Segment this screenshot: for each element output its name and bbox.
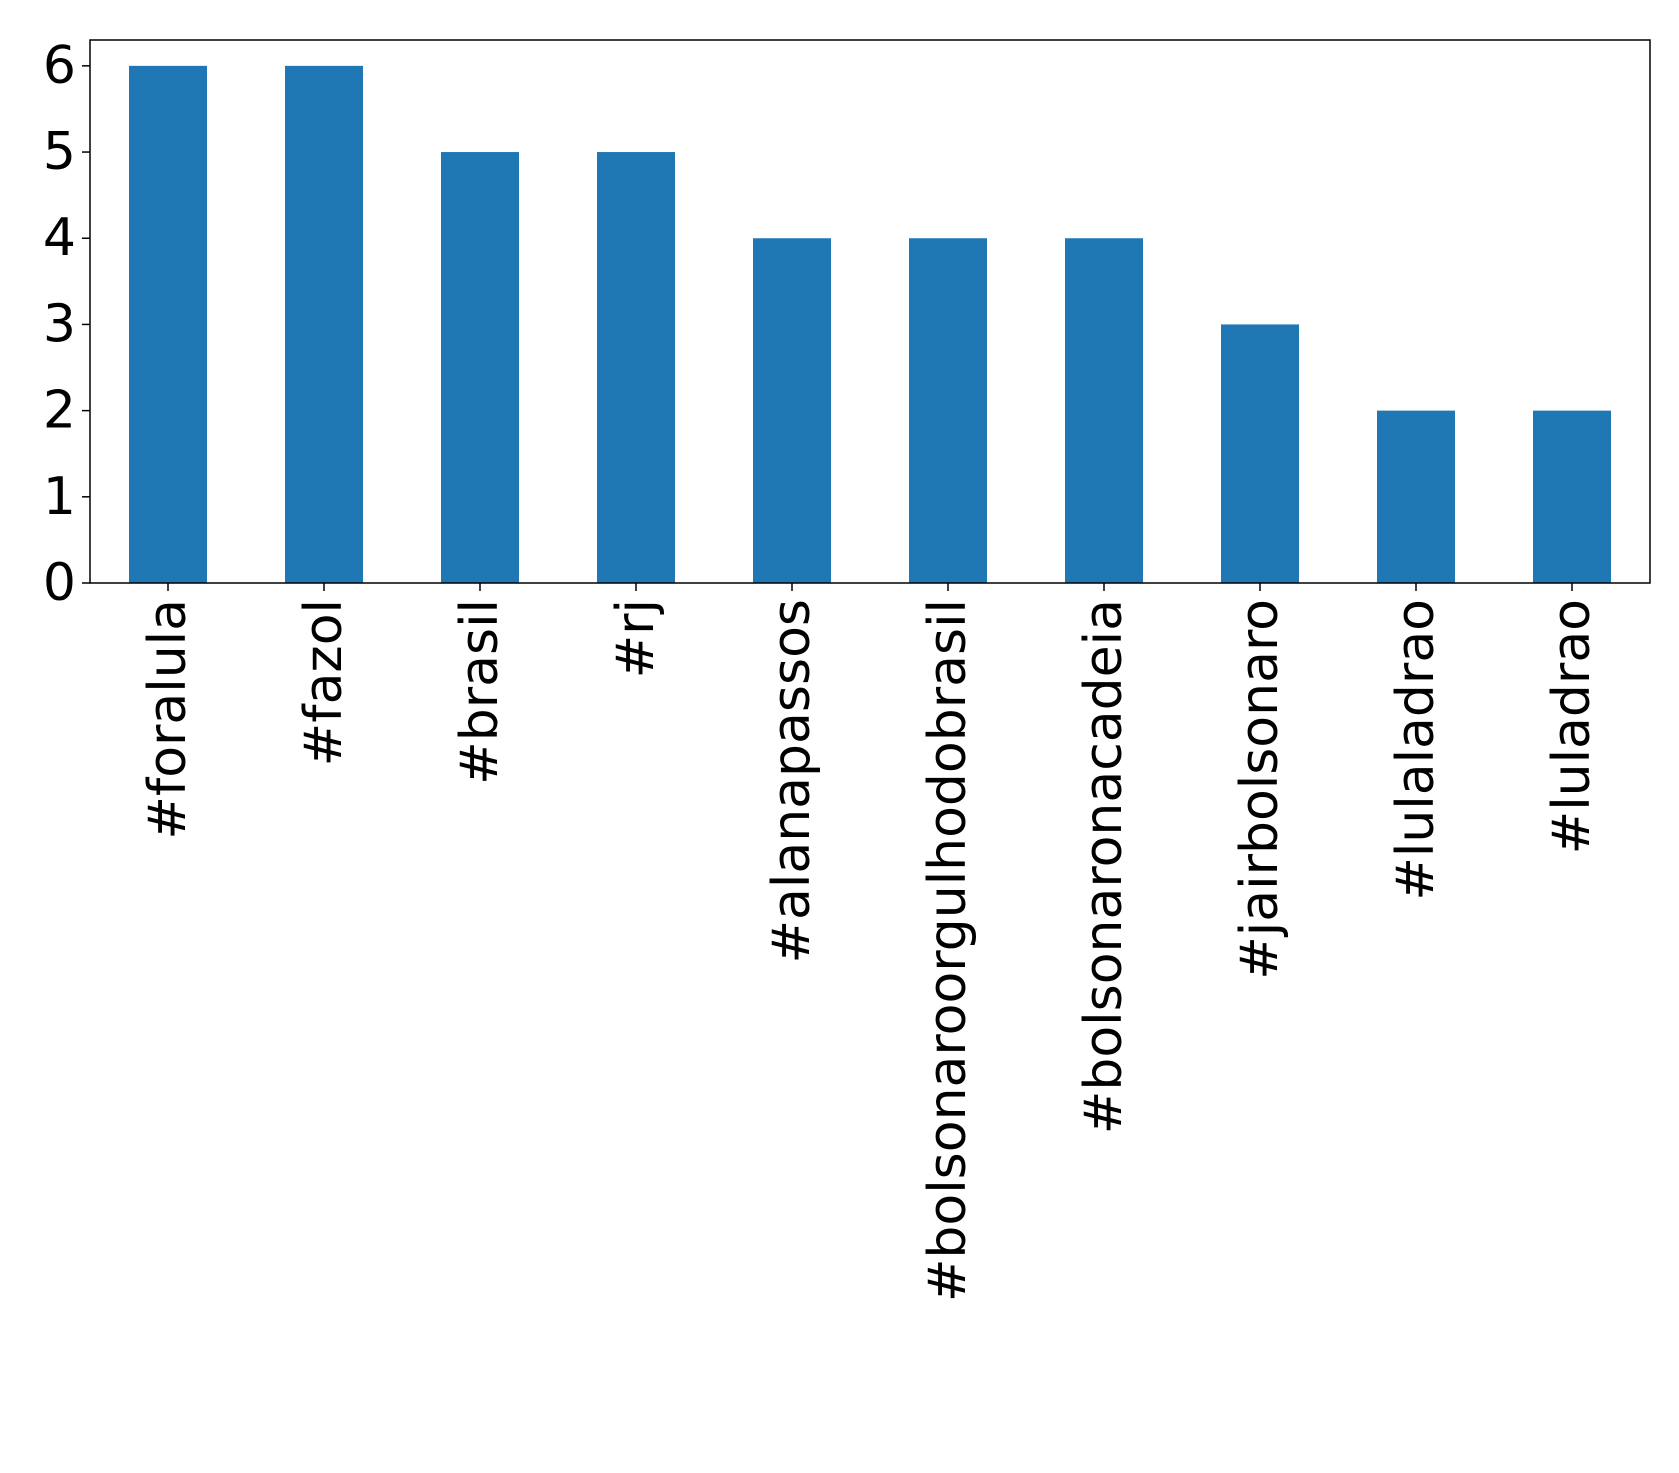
x-tick-label: #bolsonaronacadeia [1074,599,1134,1134]
bar-bolsonaronacadeia [1065,238,1143,583]
y-tick-label: 4 [43,208,76,268]
bar-jairbolsonaro [1221,324,1299,583]
y-tick-label: 2 [43,381,76,441]
x-axis: #foralula #fazol #brasil #rj #alanapassos #bo… [138,583,1602,1302]
y-tick-label: 1 [43,467,76,527]
x-tick-label: #foralula [138,599,198,840]
x-tick-label: #lulaladrao [1386,599,1446,901]
y-tick-label: 0 [43,553,76,613]
bars-group [129,65,1611,584]
y-tick-label: 6 [43,36,76,96]
bar-fazol [285,65,363,584]
bar-brasil [441,152,519,584]
bar-rj [597,152,675,584]
x-tick-label: #rj [606,599,666,678]
bar-alanapassos [753,238,831,583]
x-tick-label: #jairbolsonaro [1230,599,1290,980]
x-tick-label: #alanapassos [762,599,822,964]
x-tick-label: #fazol [294,599,354,766]
y-tick-label: 5 [43,122,76,182]
y-axis: 0 1 2 3 4 5 6 [43,36,90,613]
plot-frame [89,39,1651,584]
bar-lulaladrao [1377,410,1455,583]
y-tick-label: 3 [43,294,76,354]
x-tick-label: #bolsonaroorgulhodobrasil [918,599,978,1302]
x-tick-label: #luladrao [1542,599,1602,854]
bar-foralula [129,65,207,584]
bar-luladrao [1533,410,1611,583]
bar-bolsonaroorgulhodobrasil [909,238,987,583]
x-tick-label: #brasil [450,599,510,785]
